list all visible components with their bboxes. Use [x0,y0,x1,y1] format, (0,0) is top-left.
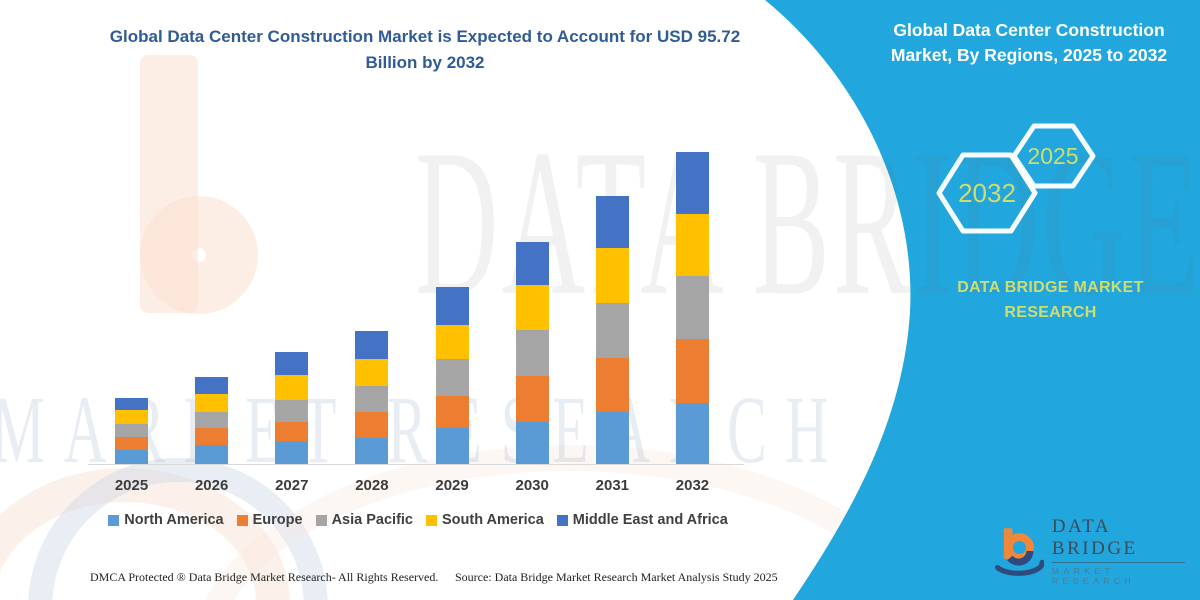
source-note: Source: Data Bridge Market Research Mark… [455,570,778,584]
bar-segment-2025-asia-pacific [115,424,148,437]
panel-title: Global Data Center Construction Market, … [890,20,1168,66]
bar-segment-2025-europe [115,436,148,450]
bar-segment-2030-middle-east-and-africa [515,241,549,286]
x-axis-label-2027: 2027 [275,477,309,494]
bar-segment-2029-europe [435,396,469,429]
bar-segment-2025-north-america [115,449,148,465]
bar-segment-2031-asia-pacific [595,303,629,358]
x-axis-label-2030: 2030 [515,477,549,494]
logo-subtitle: MARKET RESEARCH [1051,566,1136,586]
bar-segment-2032-middle-east-and-africa [675,152,709,215]
legend-item-north-america: North America [108,512,224,528]
logo-watermark-bowl [140,196,258,314]
chart-legend: North America Europe Asia Pacific South Ame… [88,512,748,528]
legend-item-south-america: South America [426,512,544,528]
legend-label-middle-east-and-africa: Middle East and Africa [572,512,728,528]
bar-segment-2032-asia-pacific [675,275,709,339]
legend-swatch-europe [236,514,248,526]
x-axis-label-2029: 2029 [435,477,469,494]
chart-title: Global Data Center Construction Market i… [109,27,741,73]
dmca-notice: DMCA Protected ® Data Bridge Market Rese… [90,570,439,584]
bar-segment-2025-middle-east-and-africa [115,398,148,411]
x-axis-label-2026: 2026 [194,477,229,494]
bar-segment-2029-south-america [435,324,469,359]
x-axis-label-2025: 2025 [114,477,149,494]
bar-segment-2031-north-america [595,411,629,465]
bar-segment-2031-south-america [595,247,629,303]
bar-segment-2028-europe [355,412,389,438]
x-axis-label-2028: 2028 [355,477,389,494]
bar-segment-2028-north-america [355,437,389,465]
bar-segment-2029-north-america [435,428,469,465]
legend-label-south-america: South America [442,512,544,528]
bar-segment-2026-south-america [195,394,229,413]
bar-segment-2027-north-america [275,441,309,465]
bar-segment-2030-asia-pacific [515,329,549,376]
legend-item-europe: Europe [236,512,303,528]
legend-item-asia-pacific: Asia Pacific [315,512,413,528]
bar-segment-2032-europe [675,338,709,403]
bar-segment-2031-europe [595,357,629,412]
bar-segment-2032-south-america [675,214,709,276]
x-axis-label-2031: 2031 [595,477,630,494]
legend-label-europe: Europe [252,512,303,528]
x-axis-label-2032: 2032 [675,477,710,494]
bar-segment-2027-middle-east-and-africa [275,352,309,376]
bar-segment-2027-asia-pacific [275,400,309,423]
legend-swatch-south-america [426,514,437,526]
legend-swatch-asia-pacific [315,514,327,526]
bar-segment-2026-asia-pacific [195,412,229,429]
bar-segment-2032-north-america [675,402,709,465]
bar-segment-2029-middle-east-and-africa [435,287,469,325]
data-bridge-logo-icon [995,528,1044,576]
bar-segment-2027-south-america [275,375,309,401]
legend-swatch-north-america [108,514,120,526]
bar-segment-2027-europe [275,422,309,442]
bar-segment-2025-south-america [115,410,148,425]
bar-segment-2029-asia-pacific [435,358,469,397]
legend-swatch-middle-east-and-africa [556,514,568,526]
bar-segment-2030-europe [515,375,549,422]
bar-segment-2026-middle-east-and-africa [195,376,229,395]
bar-segment-2026-north-america [195,444,229,465]
legend-label-north-america: North America [124,512,224,528]
bar-segment-2026-europe [195,428,229,445]
bar-segment-2028-asia-pacific [355,385,389,413]
brand-text: DATA BRIDGE MARKET RESEARCH [957,279,1144,321]
x-axis-line [88,464,744,465]
data-bridge-logo: DATA BRIDGE MARKET RESEARCH [995,516,1185,586]
legend-label-asia-pacific: Asia Pacific [331,512,413,528]
legend-item-middle-east-and-africa: Middle East and Africa [556,512,728,528]
bar-segment-2028-south-america [355,358,389,386]
bar-segment-2031-middle-east-and-africa [595,196,629,248]
bar-segment-2030-north-america [515,421,549,465]
bar-segment-2028-middle-east-and-africa [355,331,389,359]
bar-segment-2030-south-america [515,285,549,330]
logo-title: DATA BRIDGE [1051,516,1185,563]
